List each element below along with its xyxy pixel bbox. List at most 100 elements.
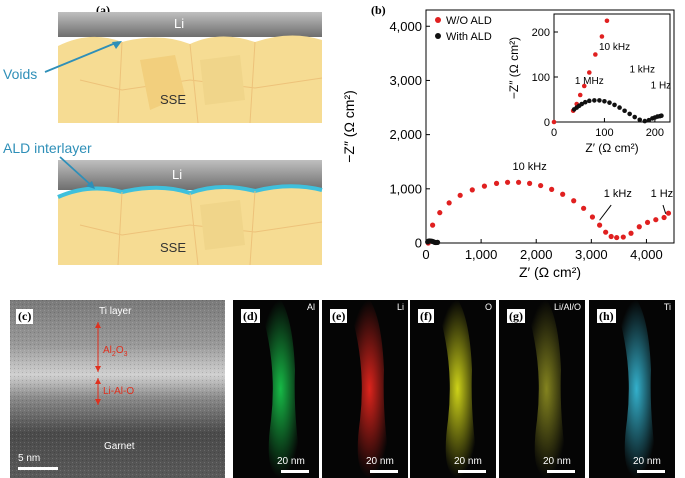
main-point	[614, 234, 620, 241]
inset-point	[577, 92, 583, 98]
li-al-o-label: Li-Al-O	[103, 386, 135, 397]
inset-point	[581, 83, 587, 89]
main-point	[653, 217, 659, 223]
main-point	[644, 219, 651, 226]
ti-layer-label: Ti layer	[99, 306, 132, 317]
eds-scale-bar	[458, 470, 486, 473]
eds-map-li-al-o: Li/Al/O (g) 20 nm	[499, 300, 585, 478]
eds-map-signal	[258, 300, 303, 478]
inset-ytick-label: 100	[532, 72, 550, 84]
inset-point	[632, 114, 637, 120]
main-xtick-label: 4,000	[630, 247, 663, 262]
garnet-label: Garnet	[104, 441, 135, 452]
inset-xtick-label: 0	[551, 127, 557, 139]
eds-map-title: Li/Al/O	[553, 302, 581, 312]
legend-marker	[435, 17, 441, 23]
main-point	[661, 214, 667, 221]
main-point	[636, 224, 642, 230]
main-point	[620, 234, 626, 240]
sse-label-top: SSE	[160, 92, 187, 107]
inset-point	[602, 99, 607, 104]
schematic-a	[44, 12, 323, 266]
main-point	[437, 210, 443, 216]
eds-map-letter: (e)	[330, 309, 348, 323]
inset-point	[607, 100, 612, 105]
main-point	[549, 186, 555, 192]
main-ylabel: −Z″ (Ω cm²)	[341, 90, 357, 163]
eds-map-signal	[614, 300, 659, 478]
annotation-10khz: 10 kHz	[512, 161, 546, 173]
main-xlabel: Z′ (Ω cm²)	[519, 264, 581, 280]
main-point	[560, 191, 566, 197]
eds-scale-bar	[547, 470, 575, 473]
main-point	[430, 222, 436, 228]
annotation-arrow	[599, 204, 612, 221]
inset-annotation-1mhz: 1 MHz	[575, 76, 604, 87]
inset-point	[604, 18, 610, 24]
main-point	[608, 233, 614, 240]
eds-map-letter: (g)	[507, 309, 525, 323]
eds-map-signal	[435, 300, 480, 478]
eds-scale-bar	[637, 470, 665, 473]
li-layer-top	[58, 12, 322, 37]
inset-annotation-10khz: 10 kHz	[599, 42, 630, 53]
main-ytick-label: 3,000	[389, 73, 422, 88]
eds-map-signal	[347, 300, 392, 478]
main-point	[581, 205, 587, 211]
eds-band	[524, 300, 569, 478]
tem-image	[10, 300, 225, 478]
eds-map-o: O (f) 20 nm	[410, 300, 496, 478]
scale-label-c: 5 nm	[18, 453, 41, 464]
inset-point	[587, 70, 592, 75]
main-point	[457, 192, 463, 198]
inset-xtick-label: 100	[595, 127, 613, 139]
panel-c-label: (c)	[16, 309, 34, 324]
main-xtick-label: 2,000	[520, 247, 553, 262]
panel-b-label: (b)	[371, 3, 386, 17]
inset-point	[587, 98, 592, 104]
inset-annotation-1khz: 1 kHz	[629, 65, 655, 76]
scale-bar-c	[18, 467, 58, 470]
main-point	[665, 210, 672, 216]
eds-map-title: Li	[396, 302, 404, 312]
main-ytick-label: 4,000	[389, 19, 422, 34]
inset-point	[659, 113, 664, 118]
eds-band	[614, 300, 659, 478]
li-label-top: Li	[174, 16, 185, 31]
inset-point	[592, 98, 597, 103]
main-ytick-label: 1,000	[389, 181, 422, 196]
main-xtick-label: 3,000	[575, 247, 608, 262]
eds-band	[258, 300, 303, 478]
eds-scale-label: 20 nm	[454, 456, 482, 467]
main-point	[527, 180, 533, 186]
annotation-1hz: 1 Hz	[651, 188, 674, 200]
eds-map-title: Al	[306, 302, 315, 312]
main-point	[628, 230, 634, 236]
inset-point	[612, 102, 617, 108]
sse-label-bottom: SSE	[160, 240, 187, 255]
li-label-bottom: Li	[172, 167, 183, 182]
main-ytick-label: 0	[415, 236, 422, 251]
voids-label: Voids	[3, 66, 38, 82]
al2o3-label: Al2O3	[103, 345, 128, 358]
main-point	[504, 179, 511, 185]
main-point	[571, 198, 577, 204]
eds-scale-label: 20 nm	[277, 456, 305, 467]
eds-scale-bar	[281, 470, 309, 473]
inset-point	[622, 108, 627, 114]
main-point	[434, 239, 441, 245]
main-point	[603, 229, 609, 235]
inset-point	[599, 34, 605, 39]
main-ytick-label: 2,000	[389, 127, 422, 142]
inset-xtick-label: 200	[646, 127, 664, 139]
inset-ytick-label: 200	[532, 27, 550, 39]
inset-point	[579, 101, 585, 107]
sse-top	[58, 35, 322, 123]
inset-point	[617, 105, 622, 110]
legend-entry: With ALD	[446, 31, 492, 43]
eds-band	[347, 300, 392, 478]
inset-point	[627, 111, 632, 117]
main-point	[446, 200, 452, 206]
main-point	[493, 180, 500, 186]
eds-map-title: O	[484, 302, 492, 312]
